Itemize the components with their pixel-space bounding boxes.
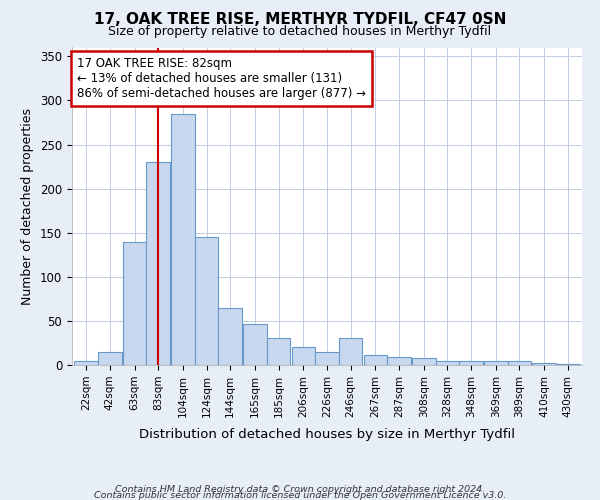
- Text: Contains HM Land Registry data © Crown copyright and database right 2024.: Contains HM Land Registry data © Crown c…: [115, 485, 485, 494]
- Bar: [412, 358, 436, 365]
- Bar: [74, 360, 98, 365]
- Bar: [243, 324, 267, 365]
- Bar: [436, 362, 459, 365]
- Y-axis label: Number of detached properties: Number of detached properties: [22, 108, 34, 304]
- Bar: [171, 114, 195, 365]
- Bar: [508, 362, 531, 365]
- X-axis label: Distribution of detached houses by size in Merthyr Tydfil: Distribution of detached houses by size …: [139, 428, 515, 441]
- Bar: [364, 356, 387, 365]
- Bar: [123, 242, 146, 365]
- Text: Contains public sector information licensed under the Open Government Licence v3: Contains public sector information licen…: [94, 491, 506, 500]
- Bar: [556, 364, 580, 365]
- Text: Size of property relative to detached houses in Merthyr Tydfil: Size of property relative to detached ho…: [109, 25, 491, 38]
- Bar: [98, 352, 122, 365]
- Bar: [292, 348, 315, 365]
- Bar: [459, 362, 483, 365]
- Bar: [339, 338, 362, 365]
- Bar: [532, 363, 556, 365]
- Bar: [146, 162, 170, 365]
- Bar: [218, 308, 242, 365]
- Bar: [267, 338, 290, 365]
- Bar: [315, 352, 339, 365]
- Bar: [195, 237, 218, 365]
- Text: 17, OAK TREE RISE, MERTHYR TYDFIL, CF47 0SN: 17, OAK TREE RISE, MERTHYR TYDFIL, CF47 …: [94, 12, 506, 28]
- Text: 17 OAK TREE RISE: 82sqm
← 13% of detached houses are smaller (131)
86% of semi-d: 17 OAK TREE RISE: 82sqm ← 13% of detache…: [77, 57, 366, 100]
- Bar: [387, 357, 411, 365]
- Bar: [484, 362, 508, 365]
